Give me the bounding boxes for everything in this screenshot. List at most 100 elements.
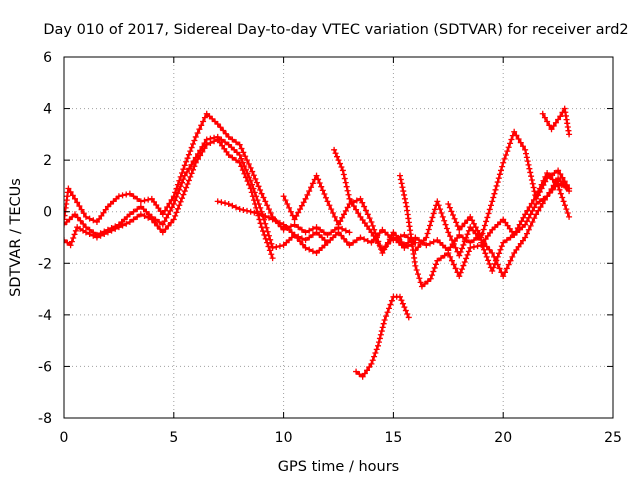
data-point <box>459 266 466 273</box>
data-point <box>240 206 247 213</box>
data-point <box>154 222 161 229</box>
data-point <box>486 260 493 267</box>
data-point <box>217 124 224 131</box>
data-point <box>199 148 206 155</box>
data-point <box>302 244 309 251</box>
data-point <box>188 161 195 168</box>
data-series <box>64 105 573 380</box>
data-point <box>340 211 347 218</box>
data-point <box>513 246 520 253</box>
data-point <box>427 240 433 247</box>
data-point <box>170 216 177 223</box>
data-point <box>525 226 532 233</box>
data-point <box>260 228 267 235</box>
data-point <box>368 219 375 226</box>
data-point <box>90 232 97 239</box>
data-point <box>264 239 271 246</box>
data-point <box>148 195 155 202</box>
data-point <box>306 234 313 241</box>
data-point <box>316 179 323 186</box>
data-point <box>412 234 419 241</box>
data-point <box>539 200 546 207</box>
data-point <box>459 223 466 230</box>
data-point <box>313 224 320 231</box>
data-point <box>359 199 366 206</box>
data-point <box>496 250 503 257</box>
data-point <box>412 247 419 254</box>
data-point <box>187 148 194 155</box>
data-point <box>375 342 382 349</box>
data-point <box>76 203 83 210</box>
data-point <box>373 346 380 353</box>
data-point <box>194 156 201 163</box>
data-point <box>551 170 558 177</box>
data-point <box>364 211 371 218</box>
data-point <box>557 171 564 178</box>
data-point <box>531 188 538 195</box>
data-point <box>507 140 514 147</box>
data-point <box>499 163 506 170</box>
y-tick-label: -8 <box>38 411 52 427</box>
data-point <box>130 193 137 200</box>
data-point <box>176 186 183 193</box>
data-point <box>502 269 509 276</box>
data-point <box>196 126 203 133</box>
data-point <box>172 197 179 204</box>
data-point <box>526 204 533 211</box>
data-point <box>187 173 194 180</box>
data-point <box>173 193 180 200</box>
data-point <box>414 271 421 278</box>
data-point <box>214 198 221 205</box>
data-point <box>564 210 571 217</box>
data-point <box>404 310 411 317</box>
data-point <box>258 190 265 197</box>
data-point <box>141 213 148 220</box>
data-point <box>447 253 454 260</box>
data-point <box>191 137 198 144</box>
series-line <box>355 295 410 378</box>
data-point <box>248 189 255 196</box>
data-point <box>381 317 388 324</box>
x-tick-label: 20 <box>494 430 512 446</box>
data-point <box>559 194 566 201</box>
data-point <box>441 252 448 259</box>
data-point <box>328 229 335 236</box>
data-point <box>483 253 490 260</box>
data-point <box>181 172 188 179</box>
data-point <box>134 206 141 213</box>
data-point <box>401 195 408 202</box>
data-point <box>527 169 534 176</box>
data-point <box>69 192 76 199</box>
data-point <box>452 265 459 272</box>
data-point <box>216 139 223 146</box>
data-point <box>90 217 97 224</box>
data-point <box>480 246 487 253</box>
data-point <box>359 216 366 223</box>
data-point <box>456 252 463 259</box>
data-point <box>211 138 218 145</box>
data-point <box>229 202 236 209</box>
data-point <box>141 197 148 204</box>
data-point <box>438 210 445 217</box>
data-point <box>315 176 322 183</box>
data-point <box>123 220 130 227</box>
data-point <box>162 207 169 214</box>
data-point <box>467 224 474 231</box>
data-point <box>265 232 272 239</box>
data-point <box>522 146 529 153</box>
data-point <box>291 221 298 228</box>
data-point <box>537 204 544 211</box>
data-point <box>390 229 397 236</box>
data-point <box>524 158 531 165</box>
data-point <box>379 247 386 254</box>
data-point <box>291 216 298 223</box>
data-point <box>242 153 249 160</box>
data-point <box>417 279 424 286</box>
data-point <box>486 206 493 213</box>
y-axis-label: SDTVAR / TECUs <box>8 178 24 297</box>
data-point <box>332 150 339 157</box>
data-point <box>348 199 355 206</box>
data-point <box>498 243 505 250</box>
series-sat-i <box>412 180 573 280</box>
